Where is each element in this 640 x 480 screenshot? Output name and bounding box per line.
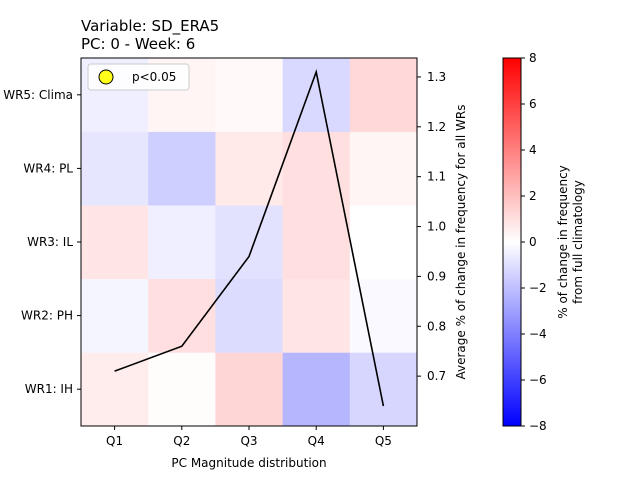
- colorbar-tick-label: −8: [529, 419, 547, 433]
- average-line: [114, 69, 385, 407]
- heatmap-cell: [215, 58, 283, 132]
- colorbar-tick-label: −6: [529, 373, 547, 387]
- colorbar-tick-label: 2: [529, 189, 537, 203]
- heatmap-cells: [81, 58, 418, 427]
- colorbar: [503, 58, 521, 426]
- heatmap-cell: [81, 352, 149, 427]
- heatmap-cell: [148, 352, 216, 427]
- chart-title-line1: Variable: SD_ERA5: [81, 17, 219, 36]
- heatmap-cell: [81, 205, 149, 280]
- right-tick-label: 0.8: [427, 319, 446, 333]
- heatmap-cell: [282, 58, 351, 132]
- y-axis-ticks: WR1: IH WR2: PH WR3: IL WR4: PL WR5: Clima: [3, 88, 81, 396]
- y-tick-label: WR4: PL: [23, 161, 73, 175]
- heatmap-cell: [349, 131, 418, 206]
- heatmap-cell: [282, 278, 351, 353]
- y-tick-label: WR1: IH: [25, 382, 73, 396]
- y-tick-label: WR3: IL: [27, 235, 73, 249]
- heatmap-cell: [349, 352, 418, 427]
- right-tick-label: 1.3: [427, 70, 446, 84]
- heatmap-cell: [349, 58, 418, 132]
- x-tick-label: Q3: [240, 434, 257, 448]
- colorbar-tick-label: 8: [529, 51, 537, 65]
- heatmap-cell: [215, 131, 283, 206]
- x-tick-label: Q2: [173, 434, 190, 448]
- colorbar-label-line2: from full climatology: [571, 180, 585, 304]
- right-axis-label: Average % of change in frequency for all…: [454, 104, 468, 379]
- colorbar-tick-label: −2: [529, 281, 547, 295]
- right-tick-label: 1.2: [427, 120, 446, 134]
- x-axis-ticks: Q1 Q2 Q3 Q4 Q5: [106, 426, 392, 448]
- colorbar-label-line1: % of change in frequency: [556, 165, 570, 319]
- heatmap-cell: [148, 205, 216, 280]
- y-tick-label: WR5: Clima: [3, 88, 73, 102]
- legend-label: p<0.05: [132, 70, 176, 84]
- colorbar-tick-label: −4: [529, 327, 547, 341]
- x-axis-label: PC Magnitude distribution: [171, 456, 326, 470]
- colorbar-ticks: −8 −6 −4 −2 0 2 4 6 8: [521, 51, 547, 433]
- heatmap-cell: [215, 278, 283, 353]
- legend-box: [87, 63, 190, 91]
- legend-marker: [98, 69, 114, 85]
- heatmap-cell: [349, 205, 418, 280]
- chart-title-line2: PC: 0 - Week: 6: [81, 35, 195, 53]
- legend: p<0.05: [87, 63, 190, 91]
- x-tick-label: Q1: [106, 434, 123, 448]
- heatmap-cell: [282, 205, 351, 280]
- heatmap-cell: [148, 131, 216, 206]
- colorbar-tick-label: 0: [529, 235, 537, 249]
- x-tick-label: Q5: [375, 434, 392, 448]
- heatmap-cell: [81, 131, 149, 206]
- x-tick-label: Q4: [308, 434, 325, 448]
- heatmap-cell: [215, 352, 283, 427]
- colorbar-tick-label: 4: [529, 143, 537, 157]
- heatmap-cell: [282, 131, 351, 206]
- right-tick-label: 1.0: [427, 220, 446, 234]
- heatmap-cell: [215, 205, 283, 280]
- right-tick-label: 0.9: [427, 269, 446, 283]
- right-tick-label: 1.1: [427, 170, 446, 184]
- right-axis-ticks: 0.7 0.8 0.9 1.0 1.1 1.2 1.3: [417, 70, 446, 383]
- heatmap-cell: [282, 352, 351, 427]
- heatmap-cell: [81, 278, 149, 353]
- y-tick-label: WR2: PH: [21, 309, 73, 323]
- right-tick-label: 0.7: [427, 369, 446, 383]
- colorbar-tick-label: 6: [529, 97, 537, 111]
